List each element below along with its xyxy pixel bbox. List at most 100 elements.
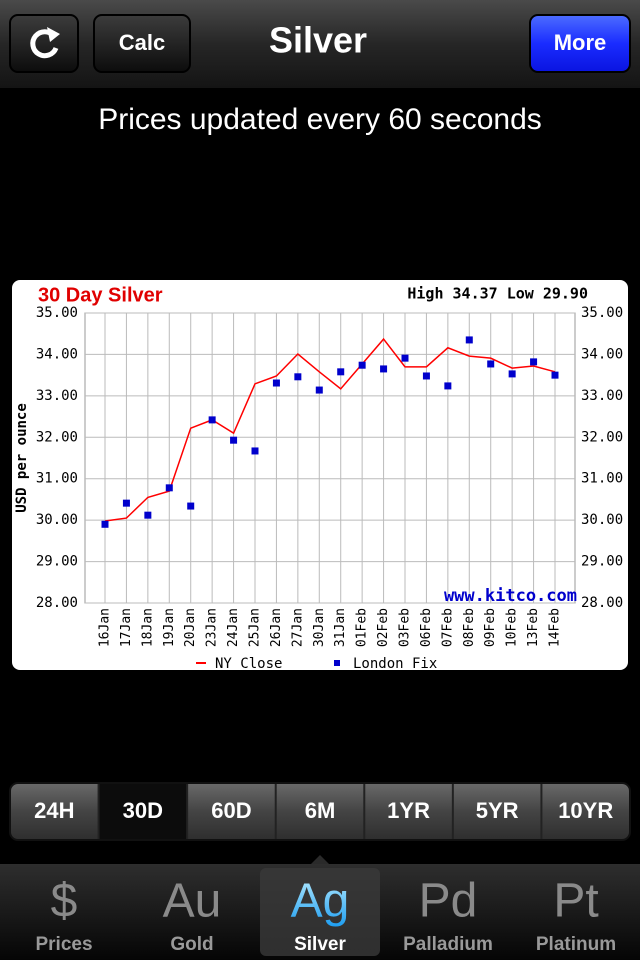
y-tick-label-right: 34.00 bbox=[581, 346, 623, 362]
y-tick-label: 32.00 bbox=[36, 429, 78, 445]
range-option[interactable]: 30D bbox=[123, 798, 163, 823]
tab-label[interactable]: Silver bbox=[294, 934, 346, 955]
x-tick-label: 16Jan bbox=[98, 608, 113, 647]
series-marker bbox=[401, 354, 409, 362]
series-marker bbox=[122, 499, 130, 507]
y-axis-label: USD per ounce bbox=[14, 403, 30, 513]
tab-label[interactable]: Platinum bbox=[536, 934, 616, 955]
tab-bar: $ Prices Au Gold Ag Silver Pd Palladium Pt Platin… bbox=[0, 855, 640, 960]
series-marker bbox=[230, 436, 238, 444]
x-tick-label: 20Jan bbox=[183, 608, 198, 647]
tab-icon[interactable]: Pd bbox=[419, 875, 478, 928]
range-option[interactable]: 5YR bbox=[476, 798, 519, 823]
x-tick-label: 07Feb bbox=[440, 608, 455, 647]
series-marker bbox=[337, 368, 345, 376]
x-tick-label: 31Jan bbox=[333, 608, 348, 647]
y-tick-label: 34.00 bbox=[36, 346, 78, 362]
y-tick-label: 30.00 bbox=[36, 512, 78, 528]
legend-label: NY Close bbox=[215, 656, 282, 672]
y-tick-label-right: 30.00 bbox=[581, 512, 623, 528]
series-line bbox=[104, 337, 556, 522]
y-tick-label-right: 28.00 bbox=[581, 595, 623, 611]
chart-source: www.kitco.com bbox=[444, 586, 577, 606]
series-marker bbox=[422, 372, 430, 380]
refresh-button[interactable] bbox=[9, 14, 79, 73]
x-tick-label: 24Jan bbox=[226, 608, 241, 647]
chart-annotation: High 34.37 Low 29.90 bbox=[407, 285, 588, 303]
range-option[interactable]: 10YR bbox=[558, 798, 613, 823]
status-text: Prices updated every 60 seconds bbox=[98, 103, 542, 136]
y-tick-label: 31.00 bbox=[36, 471, 78, 487]
x-tick-label: 27Jan bbox=[290, 608, 305, 647]
y-tick-label: 29.00 bbox=[36, 554, 78, 570]
legend-label: London Fix bbox=[353, 656, 437, 672]
range-option[interactable]: 60D bbox=[211, 798, 251, 823]
range-option[interactable]: 6M bbox=[305, 798, 336, 823]
x-tick-label: 13Feb bbox=[526, 608, 541, 647]
range-option[interactable]: 1YR bbox=[387, 798, 430, 823]
x-tick-label: 02Feb bbox=[376, 608, 391, 647]
y-tick-label-right: 32.00 bbox=[581, 429, 623, 445]
range-option[interactable]: 24H bbox=[34, 798, 74, 823]
more-label[interactable]: More bbox=[554, 30, 607, 55]
tab-icon[interactable]: Pt bbox=[553, 875, 598, 928]
series-marker bbox=[444, 382, 452, 390]
y-tick-label-right: 31.00 bbox=[581, 471, 623, 487]
x-tick-label: 01Feb bbox=[355, 608, 370, 647]
series-marker bbox=[508, 370, 516, 378]
series-marker bbox=[315, 386, 323, 394]
x-tick-label: 17Jan bbox=[119, 608, 134, 647]
y-tick-label-right: 35.00 bbox=[581, 305, 623, 321]
y-tick-label: 33.00 bbox=[36, 388, 78, 404]
series-marker bbox=[272, 379, 280, 387]
series-marker bbox=[551, 371, 559, 379]
chart-title: 30 Day Silver bbox=[38, 284, 163, 306]
series-marker bbox=[251, 447, 259, 455]
tab-icon[interactable]: Ag bbox=[291, 875, 350, 928]
tab-label[interactable]: Prices bbox=[35, 934, 92, 955]
x-tick-label: 25Jan bbox=[248, 608, 263, 647]
x-tick-label: 09Feb bbox=[483, 608, 498, 647]
x-tick-label: 14Feb bbox=[548, 608, 563, 647]
nav-title: Silver bbox=[269, 20, 367, 61]
series-marker bbox=[187, 502, 195, 510]
legend-swatch bbox=[334, 660, 340, 666]
range-selected bbox=[98, 784, 188, 839]
x-tick-label: 18Jan bbox=[140, 608, 155, 647]
series-marker bbox=[380, 365, 388, 373]
x-tick-label: 19Jan bbox=[162, 608, 177, 647]
tab-label[interactable]: Gold bbox=[170, 934, 213, 955]
series-marker bbox=[530, 358, 538, 366]
refresh-arrow bbox=[47, 27, 60, 42]
tab-label[interactable]: Palladium bbox=[403, 934, 493, 955]
series-marker bbox=[165, 484, 173, 492]
series-marker bbox=[465, 336, 473, 344]
series-marker bbox=[358, 361, 366, 369]
x-tick-label: 08Feb bbox=[462, 608, 477, 647]
x-tick-label: 26Jan bbox=[269, 608, 284, 647]
y-tick-label: 28.00 bbox=[36, 595, 78, 611]
tab-pointer bbox=[311, 855, 329, 864]
calc-label[interactable]: Calc bbox=[119, 30, 165, 55]
series-marker bbox=[294, 373, 302, 381]
x-tick-label: 03Feb bbox=[398, 608, 413, 647]
tab-icon[interactable]: Au bbox=[163, 875, 222, 928]
series-marker bbox=[208, 416, 216, 424]
x-tick-label: 30Jan bbox=[312, 608, 327, 647]
y-tick-label: 35.00 bbox=[36, 305, 78, 321]
x-tick-label: 06Feb bbox=[419, 608, 434, 647]
series-marker bbox=[144, 511, 152, 519]
series-marker bbox=[487, 360, 495, 368]
plot-area bbox=[84, 312, 576, 604]
range-control: 24H 30D 60D 6M 1YR 5YR 10YR bbox=[9, 782, 631, 841]
tab-selected bbox=[260, 868, 380, 956]
x-tick-label: 23Jan bbox=[205, 608, 220, 647]
y-tick-label-right: 29.00 bbox=[581, 554, 623, 570]
tab-icon[interactable]: $ bbox=[51, 875, 78, 928]
series-marker bbox=[101, 520, 109, 528]
refresh-icon bbox=[30, 29, 59, 59]
calc-button[interactable] bbox=[93, 14, 191, 73]
more-button[interactable] bbox=[529, 14, 631, 73]
chart: 30 Day Silver High 34.37 Low 29.90 USD p… bbox=[12, 280, 628, 672]
